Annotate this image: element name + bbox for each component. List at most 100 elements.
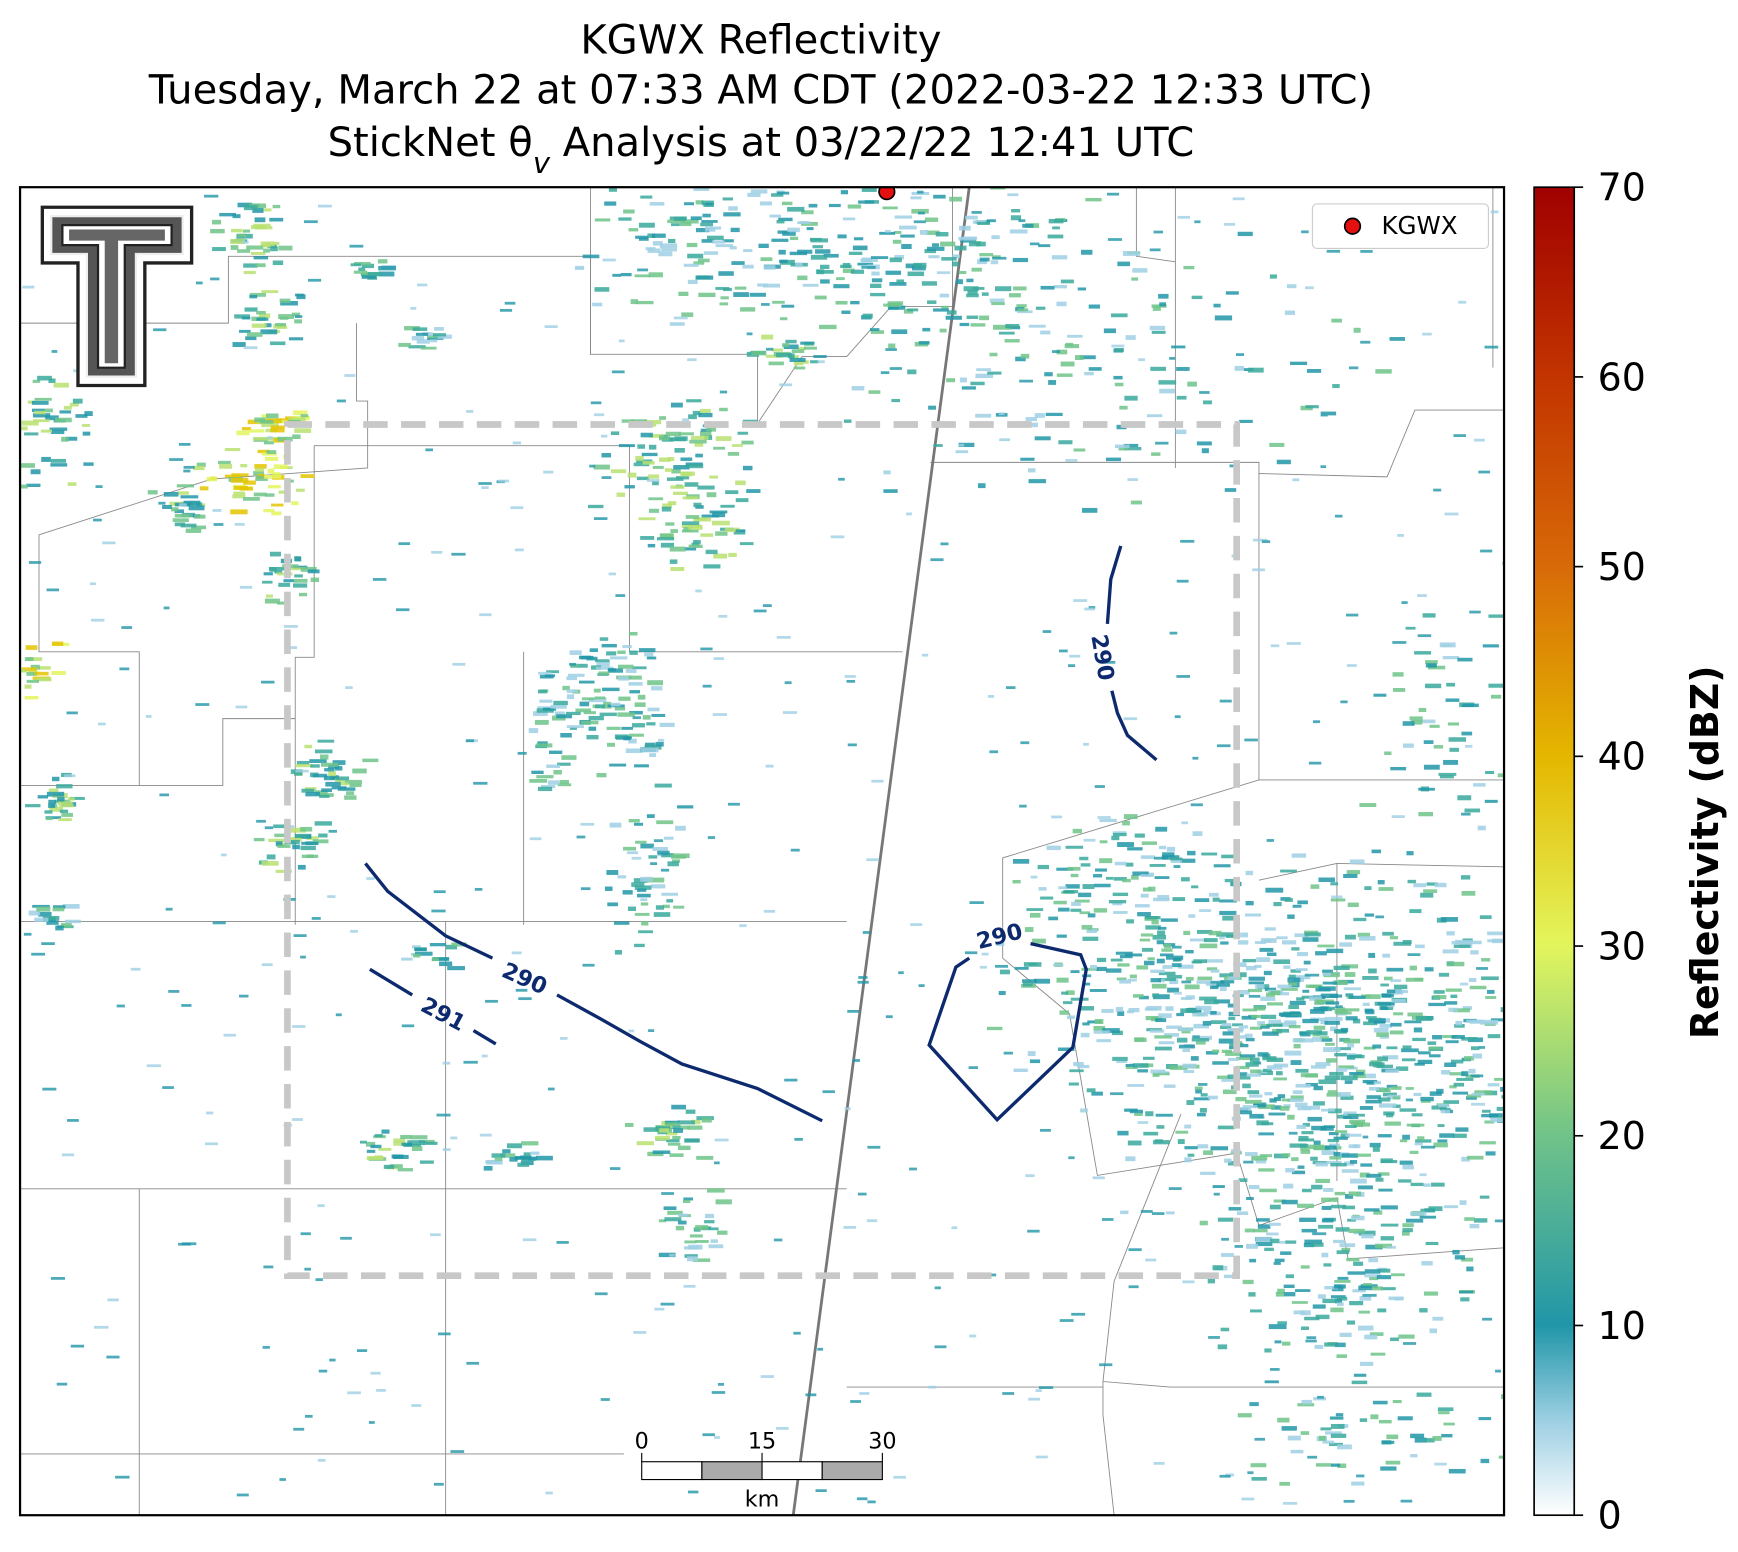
echo <box>1288 974 1296 979</box>
echo <box>1150 366 1167 371</box>
echo <box>239 585 253 589</box>
echo <box>269 217 284 222</box>
echo <box>638 222 655 228</box>
echo <box>1339 1332 1352 1338</box>
echo <box>922 327 931 332</box>
echo <box>601 705 612 709</box>
echo <box>647 233 656 238</box>
echo <box>294 834 309 838</box>
legend-box <box>1311 203 1489 250</box>
echo <box>588 697 607 703</box>
echo <box>353 270 368 274</box>
echo <box>625 668 637 673</box>
echo <box>1058 1047 1075 1051</box>
echo <box>65 919 81 924</box>
echo <box>1248 1184 1260 1190</box>
echo <box>812 245 823 249</box>
echo <box>1176 579 1189 583</box>
echo <box>544 674 556 678</box>
echo <box>1375 1177 1384 1182</box>
echo <box>1488 683 1505 688</box>
echo <box>1099 1363 1113 1367</box>
echo <box>1334 1130 1348 1134</box>
echo <box>1399 1108 1417 1112</box>
echo <box>1082 982 1091 986</box>
echo <box>1254 941 1267 944</box>
echo <box>670 402 683 408</box>
echo <box>1334 1029 1348 1034</box>
echo <box>1158 979 1165 983</box>
echo <box>280 300 298 306</box>
echo <box>1077 287 1087 291</box>
echo <box>1278 992 1290 996</box>
echo <box>1200 1093 1208 1097</box>
echo <box>1214 315 1233 321</box>
echo <box>870 283 882 289</box>
echo <box>1460 875 1471 880</box>
echo <box>1343 1038 1361 1044</box>
echo <box>1348 1228 1365 1234</box>
echo <box>295 764 313 768</box>
echo <box>991 302 1005 306</box>
echo <box>646 656 657 660</box>
echo <box>1046 845 1061 851</box>
echo <box>1058 886 1067 890</box>
echo <box>998 331 1015 335</box>
echo <box>262 208 272 212</box>
echo <box>1004 339 1020 343</box>
echo <box>1314 1344 1324 1349</box>
echo <box>703 251 719 255</box>
echo <box>1509 1006 1526 1010</box>
echo <box>730 227 740 233</box>
echo <box>1320 465 1327 469</box>
echo <box>253 837 265 842</box>
echo <box>1323 1187 1334 1192</box>
echo <box>977 259 987 265</box>
echo <box>635 840 647 844</box>
echo <box>637 893 651 898</box>
echo <box>719 302 729 306</box>
echo <box>1093 1030 1110 1034</box>
echo <box>674 436 688 441</box>
echo <box>366 1149 376 1153</box>
echo <box>1276 1028 1289 1033</box>
echo <box>870 330 885 334</box>
echo <box>1381 1440 1395 1444</box>
echo <box>1237 1075 1251 1080</box>
echo <box>517 1162 530 1167</box>
echo <box>959 322 970 327</box>
echo <box>962 236 978 240</box>
echo <box>1105 457 1122 462</box>
echo <box>82 431 91 436</box>
echo <box>594 1292 608 1296</box>
echo <box>663 174 674 179</box>
echo <box>528 728 539 734</box>
echo <box>1229 1046 1237 1050</box>
echo <box>1261 540 1271 544</box>
echo <box>431 957 439 962</box>
echo <box>1473 1218 1488 1223</box>
echo <box>1133 994 1144 998</box>
echo <box>1346 1320 1356 1325</box>
echo <box>594 696 606 700</box>
legend: KGWX <box>1311 203 1489 250</box>
echo <box>1279 1106 1290 1111</box>
echo <box>838 477 845 481</box>
echo <box>1175 429 1187 435</box>
echo <box>1296 997 1305 1001</box>
echo <box>1197 976 1213 981</box>
echo <box>359 1140 367 1144</box>
echo <box>586 735 599 740</box>
echo <box>610 469 627 474</box>
echo <box>1107 238 1122 241</box>
echo <box>1053 900 1067 905</box>
echo <box>789 357 806 362</box>
echo <box>1301 1131 1314 1135</box>
echo <box>787 227 800 233</box>
echo <box>1151 330 1166 334</box>
echo <box>1176 395 1187 400</box>
echo <box>546 764 561 768</box>
echo <box>1348 1144 1358 1149</box>
echo <box>692 1258 711 1262</box>
echo <box>481 1054 488 1058</box>
